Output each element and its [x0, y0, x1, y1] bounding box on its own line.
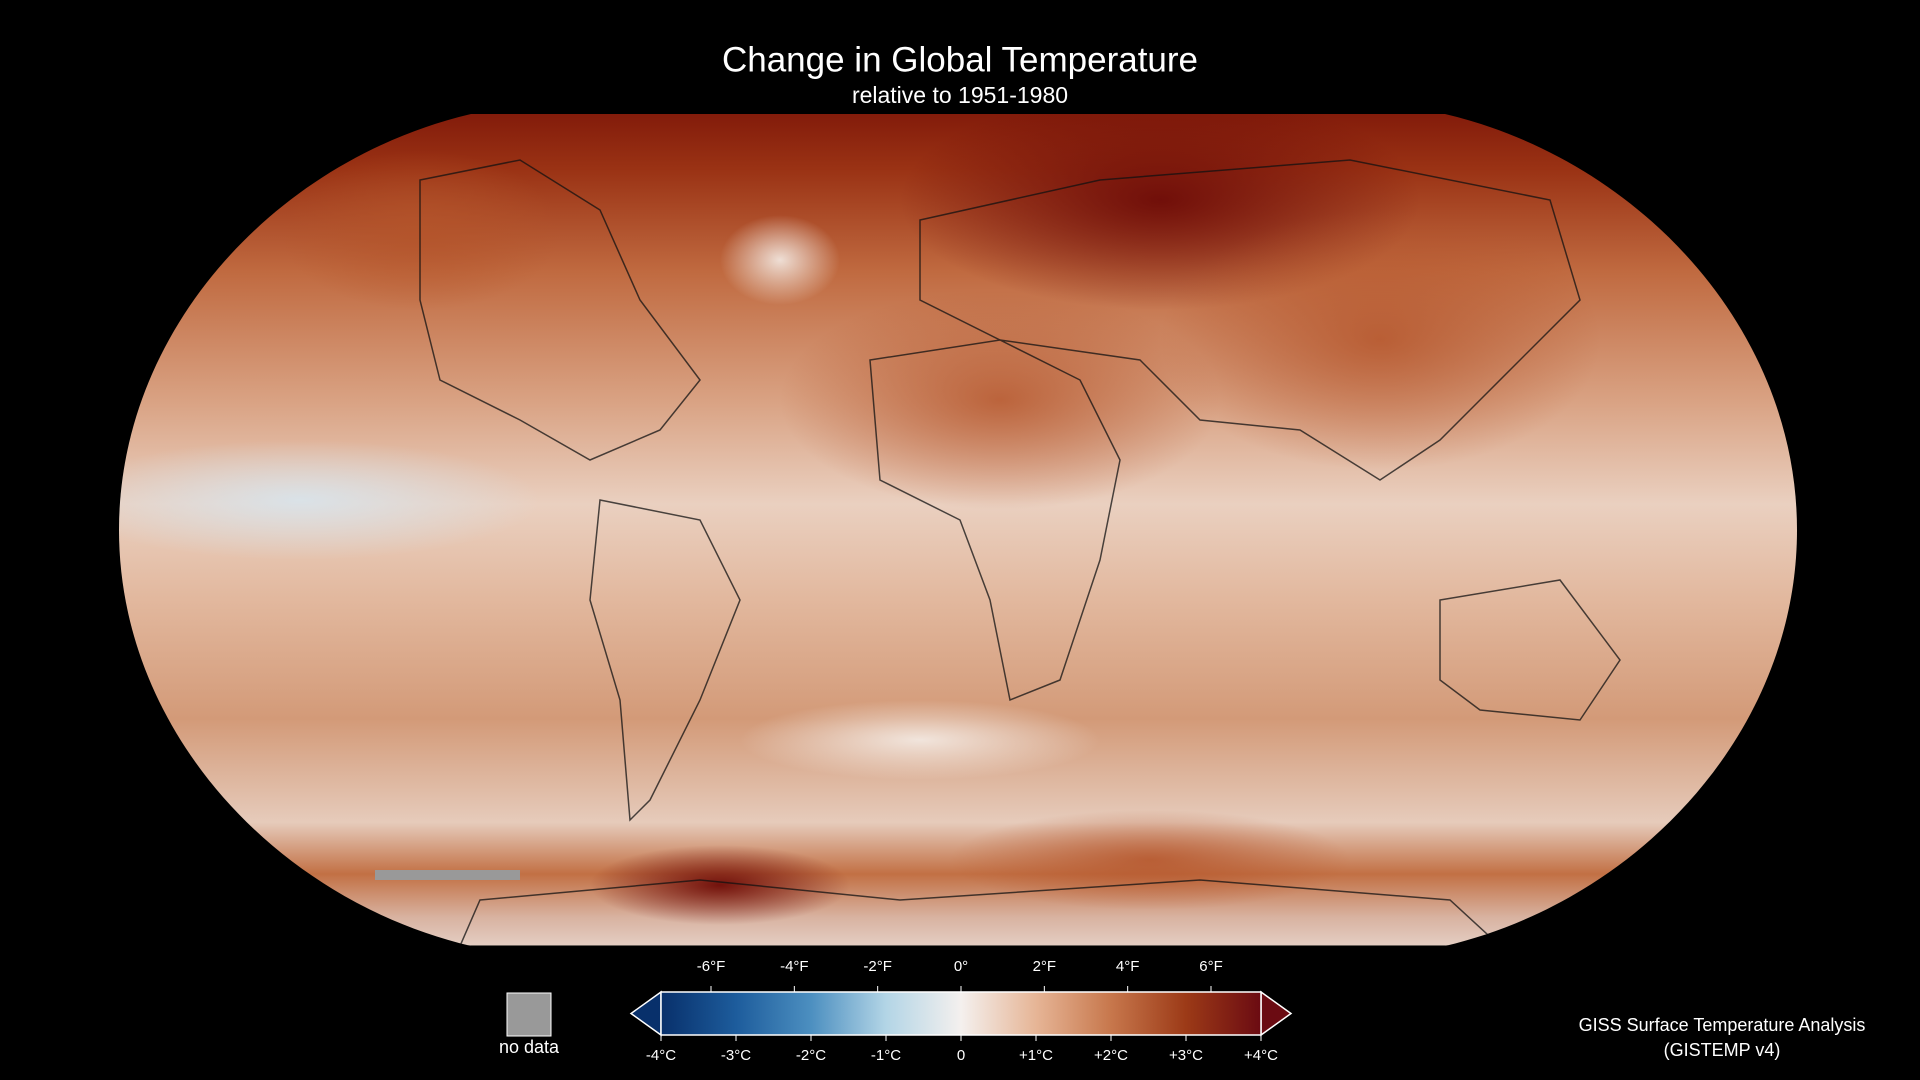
no-data-label: no data — [499, 1037, 560, 1057]
tick-label: -2°C — [796, 1047, 826, 1064]
colorbar-end — [629, 990, 662, 1037]
tick-label: 0 — [957, 1047, 965, 1064]
tick-label: 2°F — [1033, 958, 1057, 975]
anomaly-region — [590, 845, 850, 925]
tick-label: 6°F — [1199, 958, 1223, 975]
tick-label: -6°F — [697, 958, 726, 975]
credit: (GISTEMP v4) — [1664, 1040, 1781, 1060]
tick-label: -3°C — [721, 1047, 751, 1064]
coastline — [419, 159, 1621, 946]
tick-label: +4°C — [1244, 1047, 1278, 1064]
credit: GISS Surface Temperature Analysis — [1579, 1015, 1866, 1035]
tick-label: 4°F — [1116, 958, 1140, 975]
tick-label: 0° — [954, 958, 968, 975]
subtitle: relative to 1951-1980 — [852, 82, 1068, 108]
anomaly-region — [119, 440, 540, 560]
map — [119, 114, 1797, 946]
tick-label: -1°C — [871, 1047, 901, 1064]
tick-label: +3°C — [1169, 1047, 1203, 1064]
anomaly-region — [950, 810, 1350, 910]
title: Change in Global Temperature — [722, 40, 1198, 79]
tick-label: +2°C — [1094, 1047, 1128, 1064]
no-data-swatch — [506, 992, 552, 1037]
anomaly-region — [720, 215, 840, 305]
anomaly-region — [780, 290, 1220, 510]
no-data-region — [375, 870, 520, 880]
tick-label: -4°F — [780, 958, 809, 975]
tick-label: +1°C — [1019, 1047, 1053, 1064]
colorbar — [660, 991, 1262, 1036]
anomaly-region — [740, 700, 1100, 780]
anomaly-region — [1160, 210, 1600, 470]
colorbar-end — [1260, 990, 1293, 1037]
tick-label: -2°F — [863, 958, 892, 975]
tick-label: -4°C — [646, 1047, 676, 1064]
